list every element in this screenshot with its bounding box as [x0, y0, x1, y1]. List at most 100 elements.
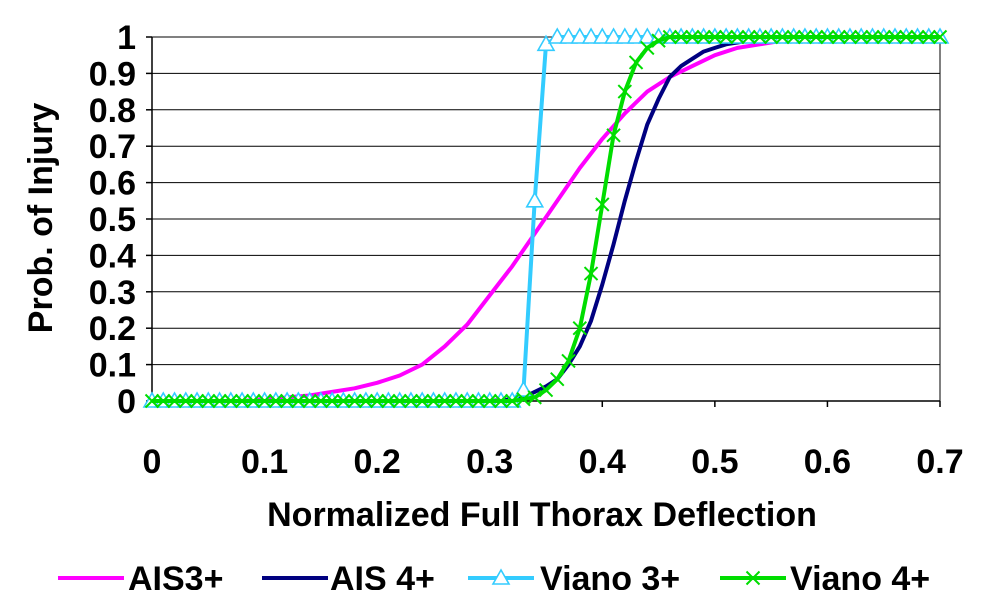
data-point [201, 393, 216, 409]
legend-label: Viano 4+ [790, 560, 930, 590]
data-point [178, 393, 193, 409]
data-point [313, 393, 329, 409]
data-point [741, 29, 756, 45]
x-axis-label: Normalized Full Thorax Deflection [267, 496, 817, 534]
data-point [482, 393, 497, 409]
data-point [324, 393, 340, 409]
x-tick-label: 0.2 [354, 443, 401, 481]
y-tick-label: 0.5 [89, 201, 136, 239]
data-point [921, 29, 936, 45]
data-point [673, 29, 689, 45]
data-point [696, 29, 711, 45]
data-point [640, 40, 655, 56]
y-tick-label: 0.9 [89, 55, 136, 93]
x-tick-label: 0.1 [241, 443, 288, 481]
data-point [820, 29, 835, 45]
x-tick-label: 0.3 [466, 443, 513, 481]
legend-label: AIS 4+ [330, 560, 435, 590]
legend-item: AIS 4+ [262, 560, 435, 590]
data-point [189, 393, 205, 409]
legend-item: Viano 3+ [468, 560, 680, 590]
legend: AIS3+ AIS 4+ Viano 3+ Viano 4+ [58, 560, 930, 590]
data-point [831, 29, 846, 45]
data-point [167, 393, 182, 409]
data-point [572, 320, 587, 336]
x-tick-labels: 0 0.1 0.2 0.3 0.4 0.5 0.6 0.7 [143, 443, 964, 481]
data-point [414, 393, 430, 409]
data-point [842, 29, 858, 45]
legend-marker [745, 570, 761, 586]
data-point [595, 197, 610, 212]
data-point [156, 393, 171, 409]
data-point [707, 29, 723, 45]
data-point [570, 27, 590, 44]
data-point [471, 393, 486, 409]
data-point [583, 266, 599, 281]
legend-item: Viano 4+ [720, 560, 930, 590]
data-point [763, 29, 779, 45]
data-point [550, 371, 565, 387]
legend-label: Viano 3+ [540, 560, 680, 590]
data-point [775, 29, 790, 45]
data-point [268, 393, 284, 409]
y-tick-label: 0.1 [89, 347, 136, 385]
data-point [538, 382, 554, 398]
y-tick-label: 0.7 [89, 128, 136, 166]
data-point [592, 27, 612, 44]
data-point [808, 29, 824, 45]
data-point [223, 393, 239, 409]
data-point [437, 393, 452, 409]
data-point [581, 27, 601, 44]
series-viano-4- [144, 29, 948, 409]
data-point [651, 33, 666, 48]
y-tick-label: 1 [117, 19, 136, 57]
data-point [527, 390, 542, 405]
data-point [392, 393, 407, 409]
data-point [459, 393, 475, 409]
gridlines [152, 36, 940, 366]
data-point [752, 29, 768, 45]
data-point [358, 393, 374, 409]
data-point [685, 29, 700, 45]
legend-label: AIS3+ [128, 560, 223, 590]
data-point [718, 29, 734, 45]
data-point [234, 393, 250, 409]
data-point [448, 393, 464, 409]
data-point [403, 393, 419, 409]
x-tick-label: 0.7 [916, 443, 963, 481]
data-point [637, 27, 657, 44]
legend-item: AIS3+ [58, 560, 223, 590]
data-point [514, 380, 533, 397]
x-tick-label: 0 [143, 443, 162, 481]
data-point [381, 393, 396, 409]
y-tick-label: 0.2 [89, 310, 136, 348]
x-tick-label: 0.5 [691, 443, 738, 481]
data-point [279, 393, 295, 409]
data-point [606, 128, 621, 143]
data-point [910, 29, 925, 45]
data-point [617, 84, 633, 99]
data-point [865, 29, 880, 45]
data-point [615, 27, 635, 44]
y-tick-label: 0.8 [89, 92, 136, 130]
data-point [932, 29, 948, 45]
data-point [505, 393, 520, 409]
data-point [662, 29, 678, 45]
x-tick-label: 0.6 [804, 443, 851, 481]
data-point [899, 29, 914, 45]
legend-marker [491, 568, 511, 585]
data-point [628, 55, 644, 70]
data-point [144, 393, 160, 409]
data-point [516, 391, 531, 407]
y-tick-label: 0.4 [89, 237, 136, 275]
data-point [786, 29, 801, 45]
x-tick-label: 0.4 [579, 443, 626, 481]
data-point [547, 27, 567, 44]
data-point [493, 393, 509, 409]
y-tick-label: 0.3 [89, 274, 136, 312]
data-point [887, 29, 903, 45]
y-tick-label: 0.6 [89, 165, 136, 203]
data-point [291, 393, 306, 409]
data-point [369, 393, 385, 409]
data-point [347, 393, 362, 409]
